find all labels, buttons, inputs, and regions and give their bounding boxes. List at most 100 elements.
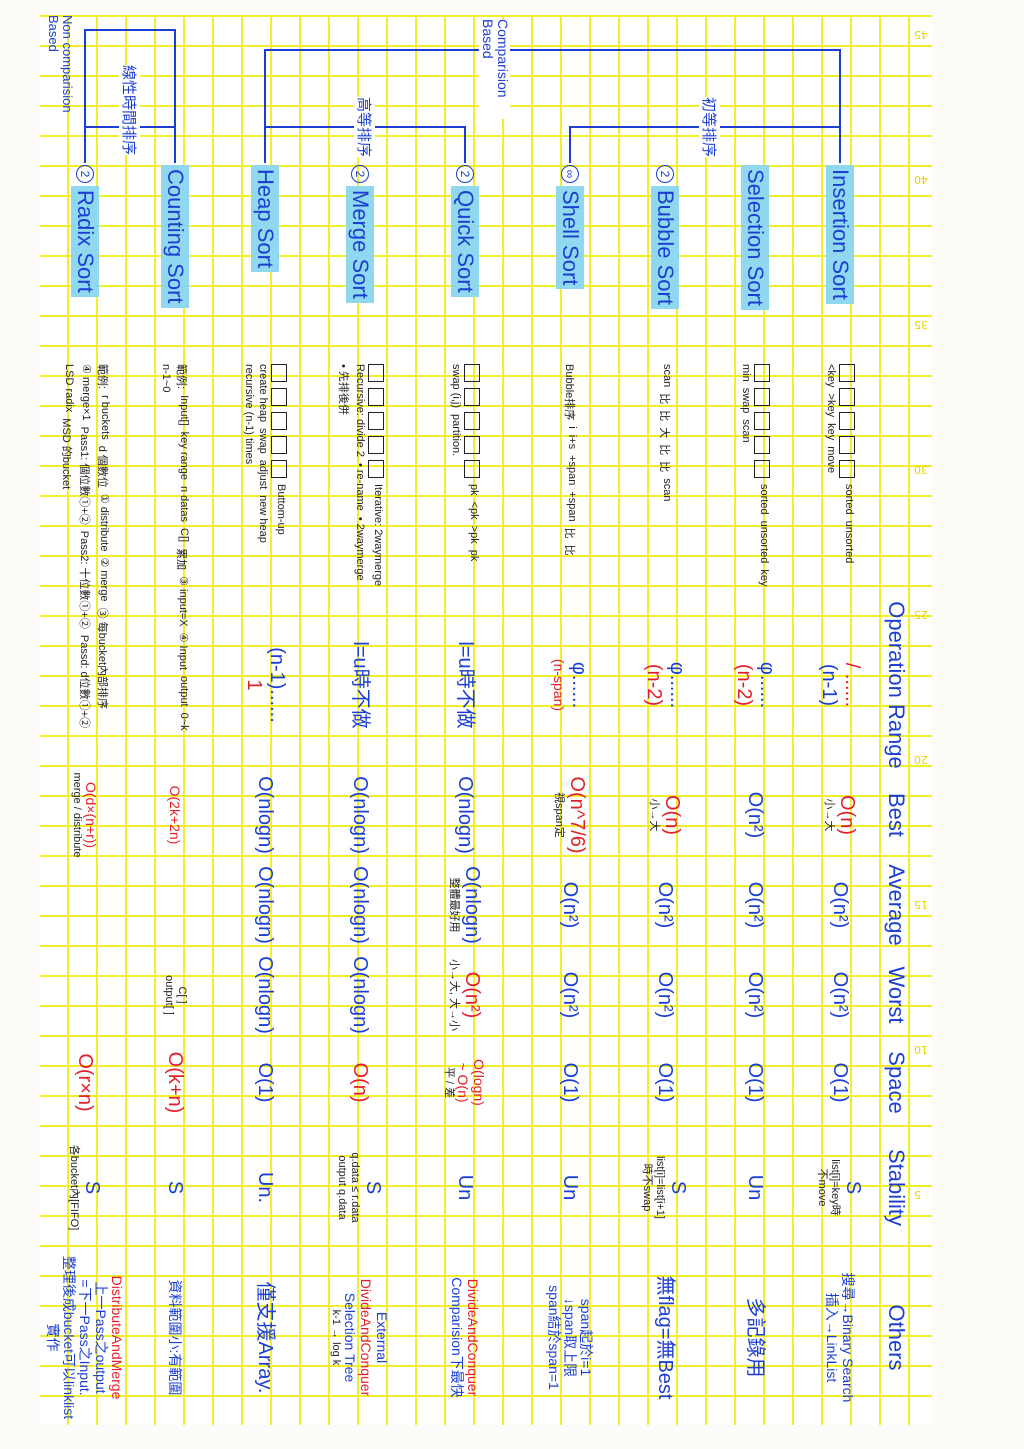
cell-text: 小→大, 大→小: [447, 958, 460, 1032]
cell-text: 視span定: [552, 792, 565, 838]
cell-space: O(1): [520, 1040, 620, 1125]
cell-space: O(logn) ~ O(n) 平 / 差: [410, 1040, 520, 1125]
cell-text: (n-2): [733, 663, 755, 707]
cell-text: 上一Pass之output: [93, 1281, 110, 1394]
algorithm-diagram: scan 比比大比比 scan: [620, 360, 710, 595]
non-comparison-bracket: [84, 29, 176, 163]
cell-text: S: [842, 1180, 865, 1195]
linear-label: 線性時間排序: [119, 65, 140, 156]
cell-text: C[ ]: [175, 986, 188, 1004]
cell-text: O(n²): [654, 971, 677, 1019]
diagram-note: • 先排後併: [337, 364, 349, 415]
diagram-note: Recursive: divide 2: [354, 364, 366, 457]
algorithm-diagram: sorted unsorted <key >key key move: [800, 360, 880, 595]
algorithm-name: 2 Quick Sort: [410, 165, 520, 355]
cell-text: O(nlogn): [349, 776, 372, 854]
cell-text: O(n^7/6): [565, 776, 588, 854]
array-cell-sketch: [839, 364, 855, 382]
diagram-note: d 個數位: [96, 445, 108, 488]
diagram-note: unsorted: [843, 520, 855, 564]
array-cell-sketch: [368, 412, 384, 430]
algorithm-name-label: Quick Sort: [451, 186, 479, 297]
cell-text: (n-span): [550, 658, 567, 712]
cell-worst: C[ ] output[ ]: [130, 950, 220, 1040]
diagram-note: 累加: [175, 548, 187, 571]
cell-others: 資料範圍小:有範圍: [130, 1250, 220, 1425]
cell-text: O(nlogn): [254, 866, 277, 944]
cell-text: DivideAndConquer: [358, 1278, 375, 1397]
algorithm-name-label: Counting Sort: [161, 165, 189, 308]
diagram-note: 比: [563, 544, 575, 556]
diagram-note: pk: [468, 549, 480, 562]
cell-text: O(1): [254, 1062, 277, 1103]
cell-avg: O(n²): [800, 860, 880, 950]
cell-best: O(d×(n+r)) merge / distribute: [40, 770, 130, 860]
cell-text: l=u時不做: [349, 641, 372, 729]
elementary-label: 初等排序: [699, 97, 720, 158]
cell-text: φ......: [666, 661, 688, 709]
cell-text: span起於i=1: [578, 1298, 595, 1377]
advanced-label: 高等排序: [354, 97, 375, 158]
diagram-note: key: [825, 423, 837, 441]
header-best: Best: [884, 792, 909, 838]
cell-best: O(nlogn): [410, 770, 520, 860]
cell-text: S: [164, 1180, 187, 1195]
cell-text: O(1): [829, 1062, 852, 1103]
algorithm-name: 2 Merge Sort: [310, 165, 410, 355]
cell-text: Selection Tree: [342, 1292, 359, 1383]
cell-text: O(r×n): [74, 1053, 97, 1112]
cell-best: O(nlogn): [220, 770, 310, 860]
algorithm-diagram: sorted unsorted key min swap scan: [710, 360, 800, 595]
cell-worst: O(nlogn): [310, 950, 410, 1040]
cell-text: Comparision下最快: [449, 1277, 465, 1398]
diagram-note: key range: [178, 431, 190, 480]
cell-text: list[i]=list[i+1]: [654, 1156, 667, 1219]
cell-space: O(1): [620, 1040, 710, 1125]
cell-best: O(2k+2n): [130, 770, 220, 860]
cell-text: O(n): [660, 795, 683, 835]
cell-range: [40, 600, 130, 770]
array-cell-sketch: [464, 460, 480, 478]
diagram-note: • re-name: [354, 462, 366, 511]
header-space: Space: [884, 1051, 909, 1114]
cell-text: k-1 → log k: [330, 1309, 343, 1366]
cell-text: (n-1)......: [266, 647, 288, 723]
cell-text: output[ ]: [163, 975, 175, 1015]
diagram-note: ① distribute: [98, 493, 110, 552]
array-cell-sketch: [754, 364, 770, 382]
cell-text: O(d×(n+r)): [83, 781, 100, 849]
cell-text: 搜尋→Binary Search: [840, 1272, 857, 1403]
algorithm-name-label: Bubble Sort: [651, 186, 679, 309]
algorithm-name: Heap Sort: [220, 165, 310, 355]
cell-text: ~ O(n): [455, 1062, 472, 1103]
cell-text: O(n): [835, 795, 858, 835]
diagram-note: 範例:: [96, 364, 108, 390]
diagram-note: 比: [658, 461, 670, 473]
diagram-note: ② merge: [98, 557, 110, 602]
circled-mark: 2: [656, 165, 674, 183]
diagram-note: move: [825, 446, 837, 474]
array-cell-sketch: [464, 388, 480, 406]
page-grid-number: 35: [914, 318, 928, 331]
cell-text: 資料範圍小:有範圍: [167, 1279, 184, 1396]
diagram-note: swap: [740, 387, 752, 414]
cell-avg: O(nlogn) 整體最好用: [410, 860, 520, 950]
diagram-note: 比: [563, 527, 575, 539]
algorithm-name: Counting Sort: [130, 165, 220, 355]
cell-text: O(n²): [460, 971, 483, 1019]
cell-text: DistributeAndMerge: [109, 1275, 126, 1400]
cell-text: O(1): [654, 1062, 677, 1103]
cell-text: Un: [454, 1174, 477, 1201]
cell-text: 插入→LinkList: [824, 1292, 840, 1383]
cell-text: O(nlogn): [349, 956, 372, 1034]
cell-text: O(nlogn): [460, 866, 483, 944]
array-cell-sketch: [464, 412, 480, 430]
cell-avg: O(n²): [710, 860, 800, 950]
cell-others: DistributeAndMerge 上一Pass之output =下一Pass之I…: [40, 1250, 130, 1425]
diagram-note: pk: [468, 484, 480, 496]
cell-text: O(n²): [744, 881, 767, 929]
non-comparison-label: Non comparision Based: [45, 15, 75, 113]
cell-avg: O(nlogn): [310, 860, 410, 950]
diagram-note: unsorted: [758, 520, 770, 564]
cell-avg: [130, 860, 220, 950]
